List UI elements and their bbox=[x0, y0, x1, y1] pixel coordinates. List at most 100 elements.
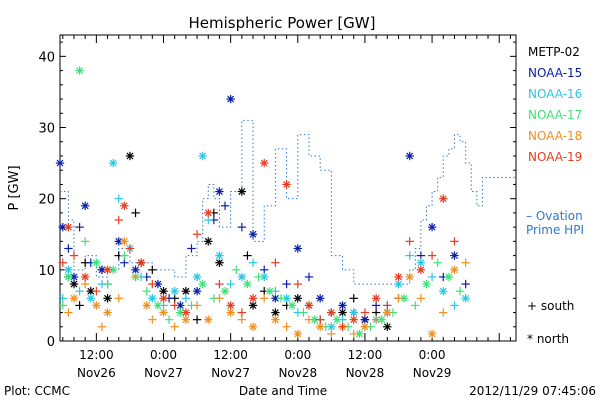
south-marker bbox=[237, 315, 247, 324]
south-marker bbox=[97, 322, 107, 331]
north-marker bbox=[271, 308, 280, 317]
south-marker bbox=[64, 308, 73, 317]
south-marker bbox=[170, 301, 179, 310]
north-marker bbox=[315, 294, 325, 303]
x-tick-label-date: Nov27 bbox=[144, 366, 183, 380]
south-marker bbox=[215, 279, 224, 289]
south-marker bbox=[181, 294, 191, 303]
north-marker bbox=[170, 286, 179, 296]
north-marker bbox=[405, 272, 414, 282]
north-marker bbox=[198, 151, 207, 161]
north-marker bbox=[248, 294, 258, 303]
legend-entry-ovation-line2: Prime HPI bbox=[526, 223, 584, 237]
legend: METP-02 NOAA-15 NOAA-16 NOAA-17 NOAA-18 NOAA-… bbox=[526, 45, 584, 237]
south-marker bbox=[371, 301, 381, 310]
north-marker bbox=[338, 308, 347, 317]
north-marker bbox=[349, 315, 358, 324]
marker-legend-north: * north bbox=[527, 332, 569, 346]
south-marker bbox=[254, 272, 263, 282]
south-marker bbox=[427, 272, 437, 282]
south-marker bbox=[338, 322, 347, 331]
south-marker bbox=[299, 308, 308, 317]
south-marker bbox=[304, 315, 314, 324]
north-marker bbox=[237, 187, 247, 196]
south-marker bbox=[371, 315, 381, 324]
y-tick-label: 40 bbox=[38, 50, 55, 65]
north-marker bbox=[159, 294, 168, 303]
north-marker bbox=[439, 286, 448, 296]
north-marker bbox=[69, 294, 79, 303]
south-marker bbox=[461, 279, 470, 289]
south-marker bbox=[192, 315, 202, 324]
north-marker bbox=[142, 301, 151, 310]
legend-entry: NOAA-19 bbox=[528, 150, 582, 164]
north-marker bbox=[226, 301, 235, 310]
north-marker bbox=[80, 201, 90, 210]
north-marker bbox=[55, 158, 65, 168]
north-marker bbox=[439, 194, 448, 203]
x-tick-label-date: Nov27 bbox=[211, 366, 250, 380]
north-marker bbox=[86, 294, 95, 303]
north-marker bbox=[349, 308, 358, 317]
north-marker bbox=[450, 251, 459, 260]
y-tick-label: 10 bbox=[38, 264, 55, 279]
south-marker bbox=[282, 279, 291, 289]
plot-frame bbox=[59, 34, 517, 342]
north-marker bbox=[103, 308, 112, 317]
south-marker bbox=[282, 322, 291, 331]
south-marker bbox=[450, 301, 459, 310]
north-marker bbox=[293, 294, 302, 303]
south-marker bbox=[237, 222, 247, 232]
north-marker bbox=[405, 151, 414, 161]
south-marker bbox=[243, 251, 252, 260]
north-marker bbox=[287, 301, 297, 310]
north-marker bbox=[450, 265, 459, 275]
north-marker bbox=[422, 279, 431, 289]
south-marker bbox=[170, 322, 179, 331]
north-marker bbox=[120, 237, 129, 246]
south-marker bbox=[114, 194, 123, 203]
north-marker bbox=[80, 272, 90, 282]
south-marker bbox=[315, 315, 325, 324]
north-marker bbox=[215, 187, 224, 196]
north-marker bbox=[92, 301, 101, 310]
north-marker bbox=[136, 258, 146, 267]
north-marker bbox=[131, 265, 140, 275]
south-marker bbox=[304, 272, 314, 282]
north-marker bbox=[103, 265, 112, 275]
south-marker bbox=[114, 294, 123, 303]
south-marker bbox=[192, 301, 202, 310]
south-marker bbox=[148, 315, 157, 324]
south-marker bbox=[148, 279, 157, 289]
north-marker bbox=[338, 301, 347, 310]
north-marker bbox=[176, 301, 185, 310]
x-tick-label-date: Nov29 bbox=[413, 366, 452, 380]
north-marker bbox=[265, 286, 275, 296]
legend-entry-ovation: – Ovation bbox=[526, 209, 583, 223]
north-marker bbox=[75, 66, 84, 75]
south-marker bbox=[103, 279, 112, 289]
plot-border bbox=[59, 34, 517, 342]
south-marker bbox=[69, 251, 79, 260]
south-marker bbox=[276, 294, 286, 303]
north-marker bbox=[92, 258, 101, 267]
south-marker bbox=[349, 329, 358, 339]
x-tick-label-time: 0:00 bbox=[150, 348, 177, 362]
y-axis-label: P [GW] bbox=[7, 165, 22, 210]
north-marker bbox=[215, 258, 224, 267]
south-marker bbox=[383, 301, 392, 310]
south-marker bbox=[260, 294, 269, 303]
north-marker bbox=[86, 286, 95, 296]
south-marker bbox=[64, 244, 73, 253]
south-marker bbox=[461, 258, 470, 267]
north-marker bbox=[108, 265, 118, 275]
south-marker bbox=[405, 251, 414, 260]
y-axis: 0 10 20 30 40 bbox=[38, 41, 516, 350]
south-marker bbox=[120, 258, 129, 267]
ovation-hpi-line bbox=[60, 119, 516, 285]
legend-entry: METP-02 bbox=[528, 45, 580, 59]
south-marker bbox=[75, 222, 84, 232]
north-marker bbox=[103, 294, 112, 303]
x-axis: 12:00 Nov26 0:00 Nov27 12:00 Nov27 0:00 Nov28 12… bbox=[62, 35, 511, 380]
